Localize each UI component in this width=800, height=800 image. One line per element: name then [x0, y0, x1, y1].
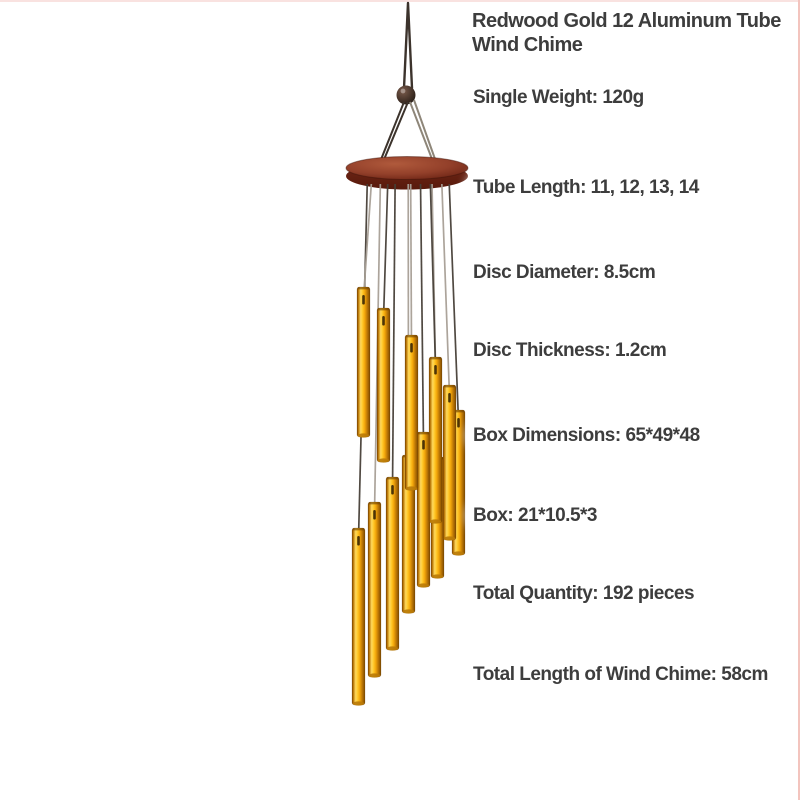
chime-tube-body [416, 431, 431, 588]
chime-tube [367, 501, 382, 678]
wood-disc-top [345, 156, 469, 180]
chime-tube-bottom-face [417, 583, 430, 588]
chime-tube-top-edge [443, 385, 456, 388]
chime-tube-body [442, 384, 457, 541]
chime-tube [356, 286, 371, 438]
chime-string [362, 183, 373, 299]
chime-tube-string-hole [391, 485, 394, 495]
chime-tube-string-hole [434, 365, 437, 375]
chime-tube-bottom-face [352, 701, 365, 706]
spec-disc-thickness: Disc Thickness: 1.2cm [473, 339, 667, 362]
chime-tube-string-hole [410, 343, 413, 353]
chime-tube-body [351, 527, 366, 706]
chime-tube-body [376, 307, 391, 463]
chime-tube [416, 431, 431, 588]
chime-tube-bottom-face [377, 458, 390, 463]
chime-tube-body [428, 356, 443, 524]
chime-tube-body [385, 476, 400, 651]
chime-tube-top-edge [386, 477, 399, 480]
chime-tube [401, 454, 416, 614]
chime-tube [404, 334, 419, 491]
spec-box: Box: 21*10.5*3 [473, 504, 597, 527]
chime-tube-string-hole [448, 393, 451, 403]
product-title-line-1: Redwood Gold 12 Aluminum Tube [472, 10, 781, 32]
chime-tube-bottom-face [402, 609, 415, 614]
spec-disc-diameter: Disc Diameter: 8.5cm [473, 261, 656, 284]
spec-total-quantity: Total Quantity: 192 pieces [473, 582, 695, 605]
chime-tube-bottom-face [357, 433, 370, 438]
spec-box-dimensions: Box Dimensions: 65*49*48 [473, 424, 700, 447]
chime-tube [351, 527, 366, 706]
hanger-bead [396, 85, 416, 105]
chime-tube [385, 476, 400, 651]
chime-tube-bottom-face [386, 646, 399, 651]
hanger-cord-right [409, 99, 436, 160]
chime-string [391, 183, 396, 489]
chime-tube-string-hole [422, 440, 425, 450]
spec-total-length-of-wind-chime: Total Length of Wind Chime: 58cm [473, 663, 768, 686]
chime-string [429, 183, 437, 369]
chime-tube [442, 384, 457, 541]
chime-tube-body [404, 334, 419, 491]
chime-tube-top-edge [377, 308, 390, 311]
chime-tube [376, 307, 391, 463]
product-title-line-2: Wind Chime [472, 34, 583, 56]
chime-tube-string-hole [457, 418, 460, 428]
chime-tube-top-edge [368, 502, 381, 505]
chime-tube-bottom-face [429, 519, 442, 524]
chime-tube-string-hole [373, 510, 376, 520]
chime-tube-string-hole [382, 316, 385, 326]
spec-single-weight: Single Weight: 120g [473, 86, 644, 109]
chime-tube [428, 356, 443, 524]
chime-string [441, 183, 451, 397]
chime-tube-top-edge [429, 357, 442, 360]
chime-tube-bottom-face [443, 536, 456, 541]
chime-tube-body [356, 286, 371, 438]
hanger-loop [402, 1, 414, 90]
chime-tube-body [367, 501, 382, 678]
chime-tube-top-edge [417, 432, 430, 435]
chime-tube-string-hole [362, 295, 365, 305]
chime-tube-bottom-face [405, 486, 418, 491]
chime-tube-string-hole [357, 536, 360, 546]
chime-tube-top-edge [405, 335, 418, 338]
chime-tube-bottom-face [368, 673, 381, 678]
product-title: Redwood Gold 12 Aluminum Tube Wind Chime [472, 9, 781, 57]
spec-tube-length: Tube Length: 11, 12, 13, 14 [473, 176, 699, 199]
chime-string [382, 183, 389, 320]
hanger-cord-left [379, 101, 409, 163]
chime-tube-top-edge [357, 287, 370, 290]
hanger-bead-highlight [400, 88, 406, 94]
chime-tube-bottom-face [452, 551, 465, 556]
chime-string [448, 183, 460, 422]
chime-tube-bottom-face [431, 574, 444, 579]
chime-string [419, 183, 425, 444]
chime-string [409, 183, 413, 347]
chime-tube-top-edge [352, 528, 365, 531]
